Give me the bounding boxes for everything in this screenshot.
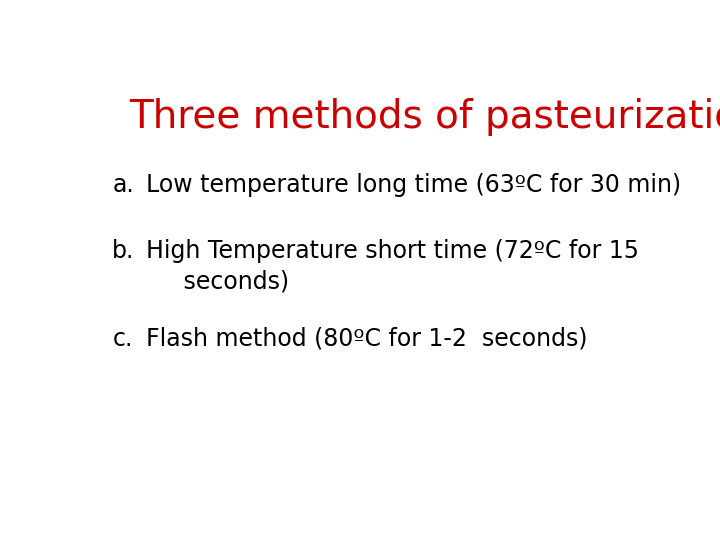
Text: Low temperature long time (63ºC for 30 min): Low temperature long time (63ºC for 30 m…: [145, 173, 681, 197]
Text: Flash method (80ºC for 1-2  seconds): Flash method (80ºC for 1-2 seconds): [145, 327, 588, 351]
Text: b.: b.: [112, 239, 135, 264]
Text: a.: a.: [112, 173, 134, 197]
Text: c.: c.: [112, 327, 132, 351]
Text: High Temperature short time (72ºC for 15
     seconds): High Temperature short time (72ºC for 15…: [145, 239, 639, 293]
Text: Three methods of pasteurization: Three methods of pasteurization: [129, 98, 720, 136]
